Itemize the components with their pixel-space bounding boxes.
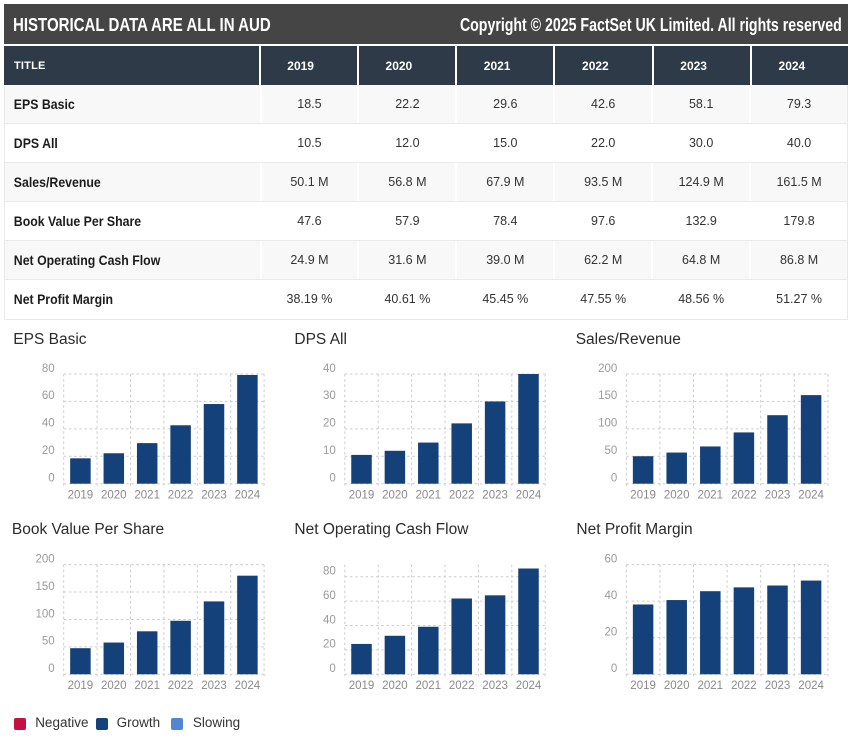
svg-text:2021: 2021	[416, 489, 442, 501]
svg-text:0: 0	[611, 473, 617, 485]
svg-text:2024: 2024	[798, 489, 824, 501]
svg-text:2024: 2024	[798, 680, 824, 692]
svg-text:2022: 2022	[449, 680, 475, 692]
svg-text:200: 200	[598, 363, 617, 375]
svg-text:40: 40	[323, 614, 336, 626]
svg-text:2021: 2021	[134, 489, 160, 501]
svg-text:2019: 2019	[68, 680, 94, 692]
svg-text:2022: 2022	[449, 489, 475, 501]
svg-text:2019: 2019	[630, 489, 656, 501]
svg-text:2020: 2020	[664, 489, 690, 501]
svg-text:2022: 2022	[731, 680, 757, 692]
svg-text:2020: 2020	[382, 680, 408, 692]
svg-text:2020: 2020	[664, 680, 690, 692]
svg-text:0: 0	[48, 473, 54, 485]
svg-text:2023: 2023	[482, 680, 508, 692]
svg-text:2023: 2023	[201, 680, 227, 692]
svg-text:2019: 2019	[630, 680, 656, 692]
svg-text:2023: 2023	[482, 489, 508, 501]
svg-text:2024: 2024	[516, 489, 542, 501]
svg-text:0: 0	[329, 473, 335, 485]
svg-text:20: 20	[605, 627, 618, 639]
svg-text:2021: 2021	[416, 680, 442, 692]
svg-text:2022: 2022	[168, 680, 194, 692]
svg-text:40: 40	[42, 418, 55, 430]
svg-text:2020: 2020	[101, 489, 127, 501]
svg-text:50: 50	[605, 445, 618, 457]
svg-text:100: 100	[36, 608, 55, 620]
svg-text:2021: 2021	[698, 680, 724, 692]
svg-text:2019: 2019	[349, 489, 375, 501]
svg-text:50: 50	[42, 636, 55, 648]
svg-text:2022: 2022	[168, 489, 194, 501]
svg-text:200: 200	[36, 553, 55, 565]
svg-text:0: 0	[48, 663, 54, 675]
svg-text:30: 30	[323, 390, 336, 402]
svg-text:2019: 2019	[68, 489, 94, 501]
svg-text:10: 10	[323, 445, 336, 457]
svg-text:60: 60	[323, 590, 336, 602]
svg-text:20: 20	[42, 445, 55, 457]
svg-text:2021: 2021	[698, 489, 724, 501]
svg-text:2024: 2024	[235, 489, 261, 501]
svg-text:2023: 2023	[765, 680, 791, 692]
svg-text:2021: 2021	[134, 680, 160, 692]
svg-text:2019: 2019	[349, 680, 375, 692]
svg-text:0: 0	[329, 663, 335, 675]
svg-text:80: 80	[323, 566, 336, 578]
svg-text:2023: 2023	[765, 489, 791, 501]
svg-text:40: 40	[605, 590, 618, 602]
svg-text:40: 40	[323, 363, 336, 375]
svg-text:100: 100	[598, 418, 617, 430]
svg-text:2023: 2023	[201, 489, 227, 501]
svg-text:20: 20	[323, 639, 336, 651]
svg-text:20: 20	[323, 418, 336, 430]
svg-text:2020: 2020	[101, 680, 127, 692]
svg-text:150: 150	[598, 390, 617, 402]
svg-text:60: 60	[605, 553, 618, 565]
svg-text:2024: 2024	[516, 680, 542, 692]
svg-text:2024: 2024	[235, 680, 261, 692]
svg-text:80: 80	[42, 363, 55, 375]
svg-text:0: 0	[611, 663, 617, 675]
svg-text:2022: 2022	[731, 489, 757, 501]
svg-text:60: 60	[42, 390, 55, 402]
svg-text:2020: 2020	[382, 489, 408, 501]
svg-text:150: 150	[36, 581, 55, 593]
